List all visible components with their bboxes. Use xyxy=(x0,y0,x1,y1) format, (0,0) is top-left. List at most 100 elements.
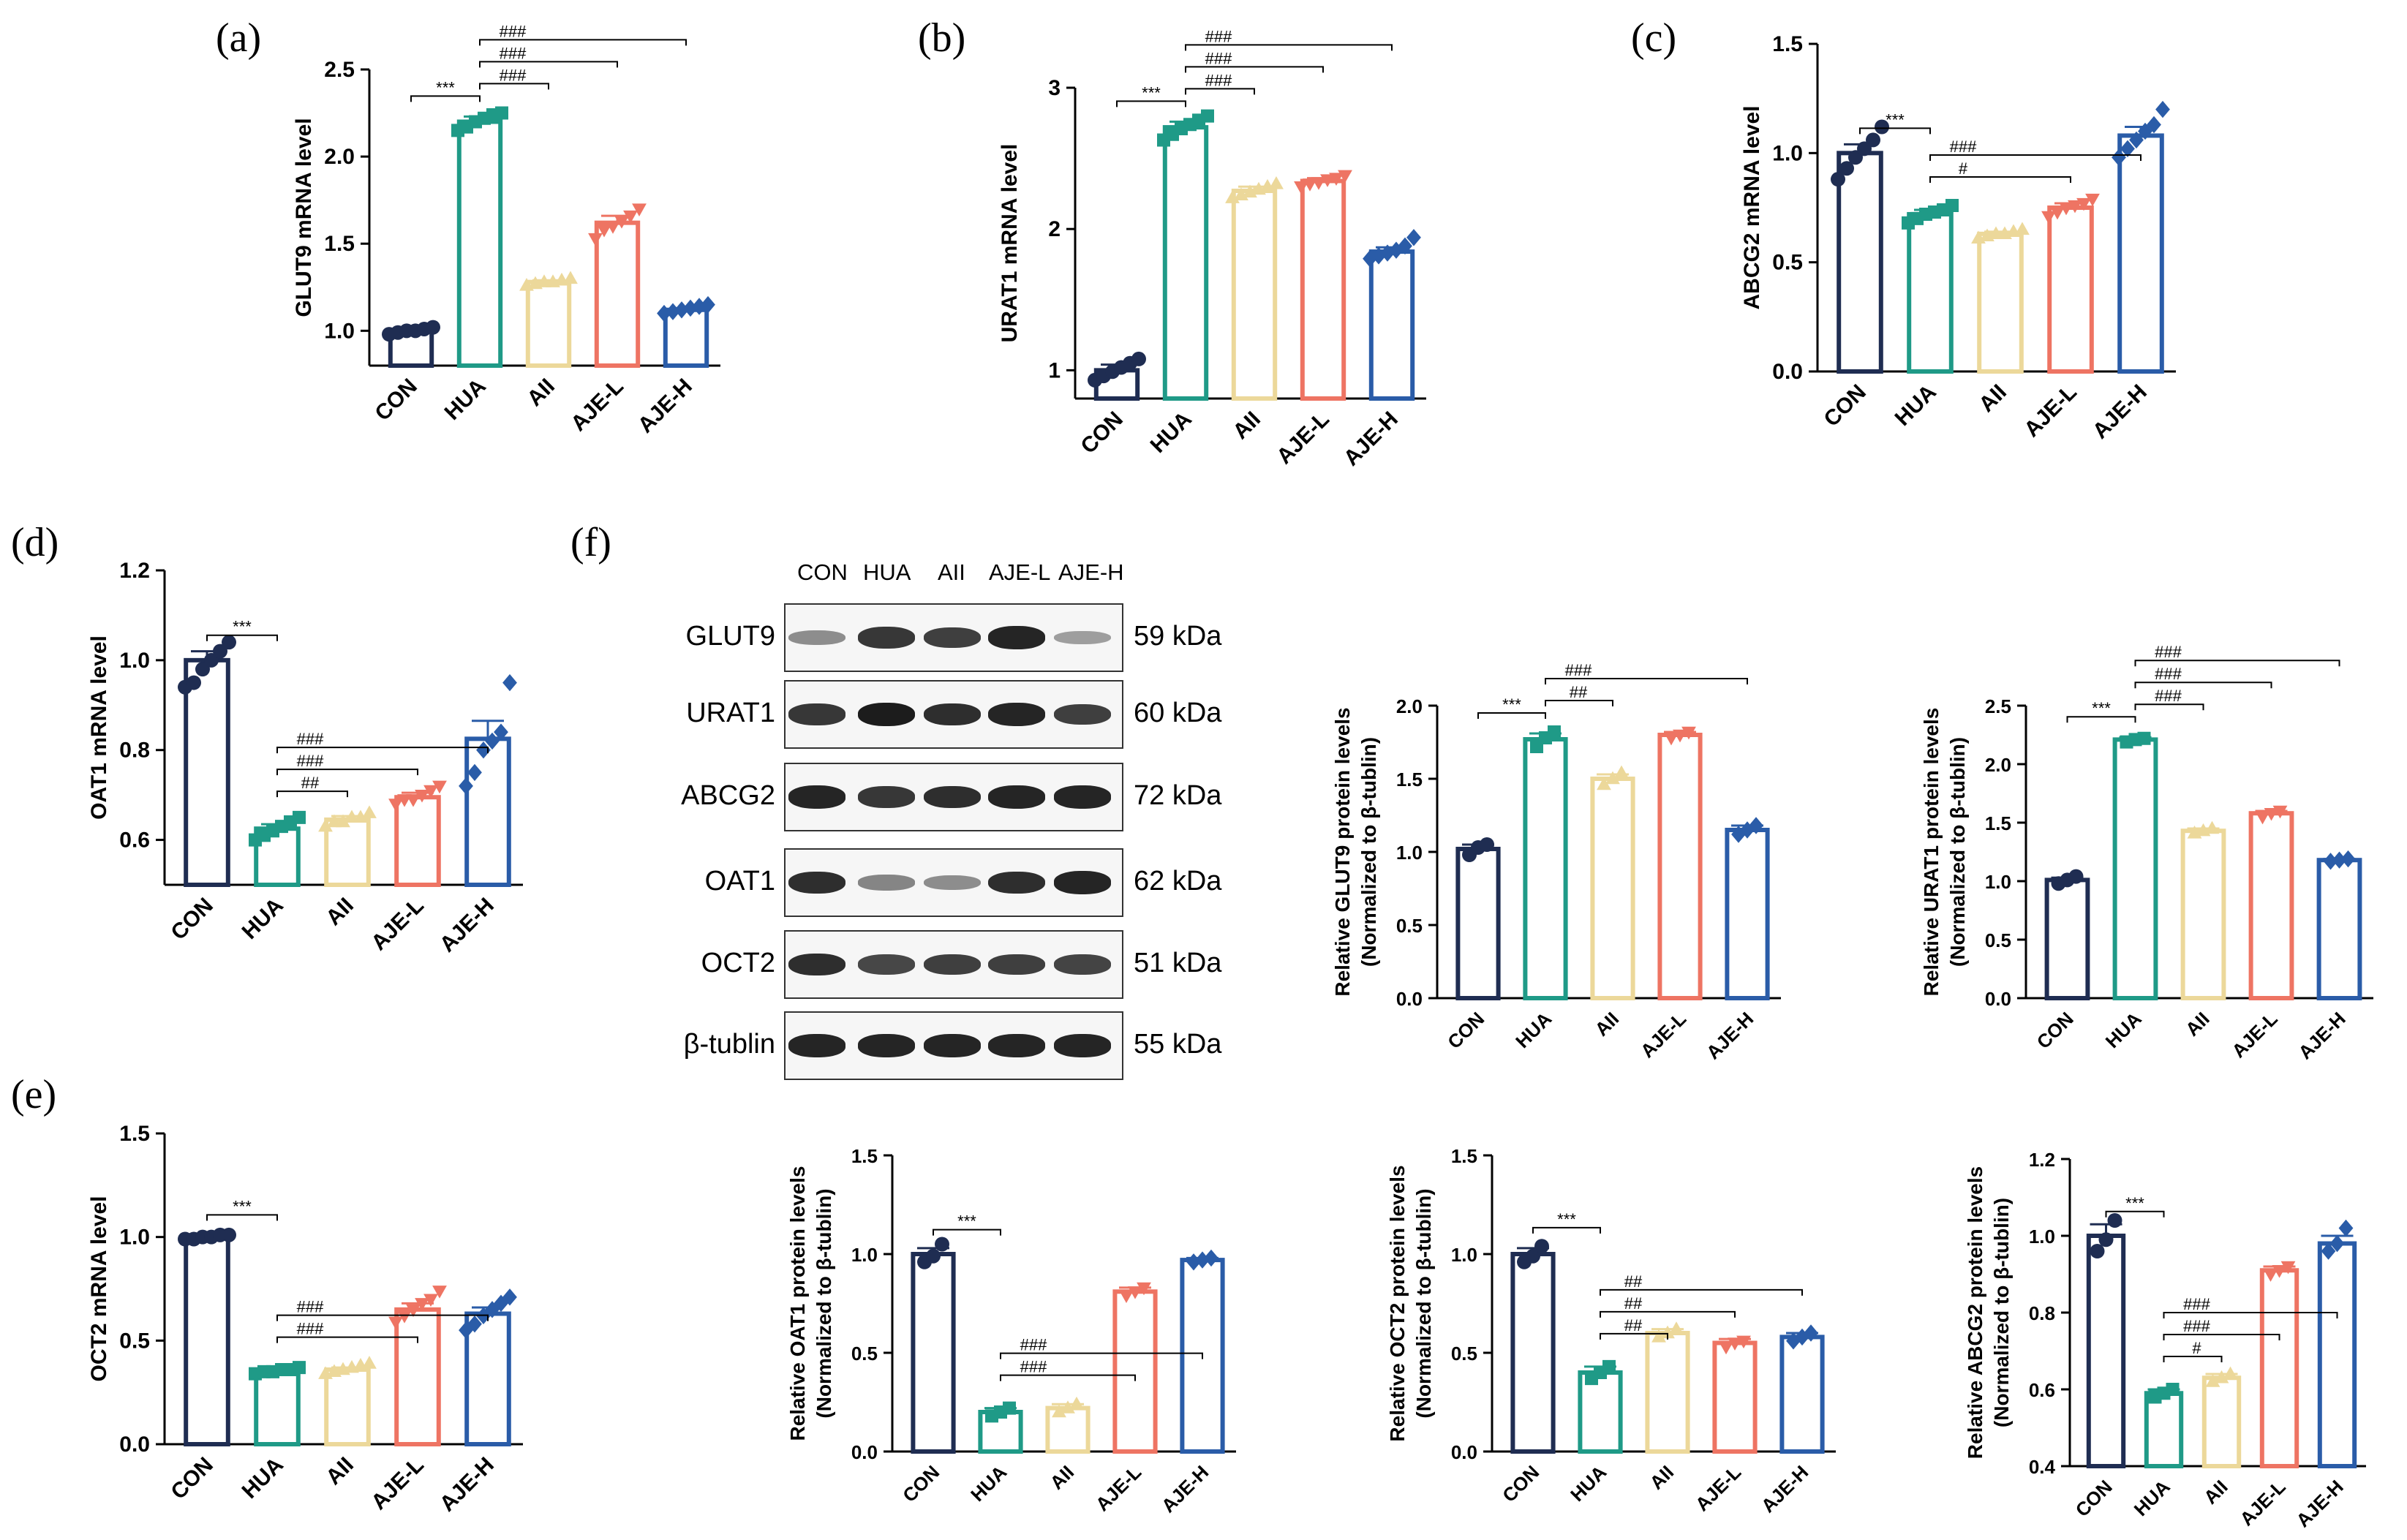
blot-strip xyxy=(784,680,1123,749)
blot-band xyxy=(924,1034,981,1057)
y-tick-label: 0.5 xyxy=(119,1329,150,1353)
data-point xyxy=(2059,202,2073,216)
data-point xyxy=(1119,1290,1134,1304)
data-point xyxy=(701,295,715,314)
data-point xyxy=(353,809,368,823)
significance-bracket xyxy=(276,1336,418,1343)
blot-band xyxy=(924,954,981,975)
y-tick-label: 0.8 xyxy=(2029,1302,2055,1324)
data-point xyxy=(423,785,438,799)
data-point xyxy=(2214,1370,2229,1384)
data-point xyxy=(926,1248,941,1264)
data-point xyxy=(1660,1325,1675,1339)
x-tick-label: CON xyxy=(1819,380,1870,431)
x-tick-label: AII xyxy=(2181,1008,2214,1041)
significance-label: ### xyxy=(1950,137,1977,156)
y-tick-label: 0.0 xyxy=(851,1441,878,1463)
x-tick-label: HUA xyxy=(1146,407,1197,458)
significance-label: *** xyxy=(2125,1194,2144,1212)
data-point xyxy=(485,1301,500,1318)
data-point xyxy=(674,301,689,319)
y-tick-label: 1.0 xyxy=(1772,141,1803,165)
data-point xyxy=(657,304,671,322)
data-point xyxy=(606,221,620,234)
x-tick-label: CON xyxy=(2033,1008,2078,1053)
y-tick-label: 0.5 xyxy=(1396,915,1423,937)
bar xyxy=(525,279,572,369)
significance-label: ### xyxy=(1205,27,1232,45)
data-point xyxy=(2112,148,2126,167)
data-point xyxy=(467,763,482,782)
data-point xyxy=(2147,116,2161,134)
data-point xyxy=(2255,811,2270,825)
bar xyxy=(1368,249,1415,401)
bar xyxy=(184,1234,230,1446)
y-tick-label: 1.0 xyxy=(2029,1226,2055,1248)
significance-label: ### xyxy=(500,66,527,84)
significance-bracket xyxy=(1545,700,1613,706)
blot-band xyxy=(988,626,1045,649)
y-axis-subtitle: (Normalized to β-tublin) xyxy=(1946,737,1969,967)
blot-band xyxy=(858,786,915,808)
x-tick-label: AJE-L xyxy=(1691,1461,1745,1515)
blot-band xyxy=(924,703,981,726)
blot-band xyxy=(858,1034,915,1057)
significance-bracket xyxy=(276,747,489,754)
data-point xyxy=(1651,1329,1666,1343)
x-tick-label: HUA xyxy=(1566,1461,1611,1506)
x-tick-label: CON xyxy=(370,374,421,426)
panel-label-d: (d) xyxy=(11,520,59,565)
significance-bracket xyxy=(2163,1356,2223,1362)
x-tick-label: AJE-H xyxy=(1157,1461,1213,1517)
y-tick-label: 1.2 xyxy=(2029,1149,2055,1171)
data-point xyxy=(2264,808,2279,821)
x-tick-label: AII xyxy=(523,374,560,411)
data-point xyxy=(293,1361,306,1375)
data-point xyxy=(1131,351,1146,366)
blot-row-label: OAT1 xyxy=(704,866,775,897)
x-tick-label: AJE-L xyxy=(2235,1476,2289,1530)
significance-bracket xyxy=(2134,660,2340,667)
panel-label-a: (a) xyxy=(216,15,262,61)
y-axis-title: Relative OAT1 protein levels xyxy=(786,1166,809,1441)
data-point xyxy=(588,233,603,246)
significance-bracket xyxy=(276,1314,489,1321)
y-tick-label: 1 xyxy=(1048,358,1061,382)
data-point xyxy=(2323,853,2338,870)
bar xyxy=(394,1307,441,1447)
data-point xyxy=(563,271,578,284)
data-point xyxy=(2272,1265,2287,1278)
significance-bracket xyxy=(1532,1226,1601,1234)
data-point xyxy=(1003,1401,1016,1415)
y-tick-label: 1.5 xyxy=(1451,1145,1477,1167)
significance-bracket xyxy=(1185,88,1255,95)
bar xyxy=(1645,1331,1690,1454)
data-point xyxy=(2272,805,2288,819)
y-axis-title: GLUT9 mRNA level xyxy=(292,118,316,317)
x-tick-label: AJE-H xyxy=(1339,407,1403,471)
data-point xyxy=(2166,1383,2180,1396)
data-point xyxy=(1875,119,1889,135)
significance-label: ### xyxy=(1205,71,1232,89)
x-tick-label: HUA xyxy=(1891,380,1941,431)
data-point xyxy=(388,1316,403,1330)
significance-bracket xyxy=(1000,1374,1136,1381)
significance-label: ## xyxy=(1624,1316,1643,1335)
blot-strip xyxy=(784,603,1123,672)
data-point xyxy=(2015,222,2030,235)
data-point xyxy=(1128,1286,1142,1299)
data-point xyxy=(1736,1335,1751,1349)
data-point xyxy=(388,799,403,812)
y-axis-title: Relative ABCG2 protein levels xyxy=(1964,1166,1986,1459)
bar xyxy=(1112,1289,1158,1454)
panel-label-c: (c) xyxy=(1631,15,1677,61)
bar xyxy=(1837,151,1883,374)
significance-bracket xyxy=(2163,1334,2280,1340)
y-tick-label: 0.5 xyxy=(1772,251,1803,275)
bar xyxy=(1977,231,2024,374)
data-point xyxy=(1480,837,1494,852)
x-tick-label: HUA xyxy=(1511,1008,1556,1052)
bar xyxy=(2317,1241,2357,1468)
data-point xyxy=(2223,1366,2238,1380)
